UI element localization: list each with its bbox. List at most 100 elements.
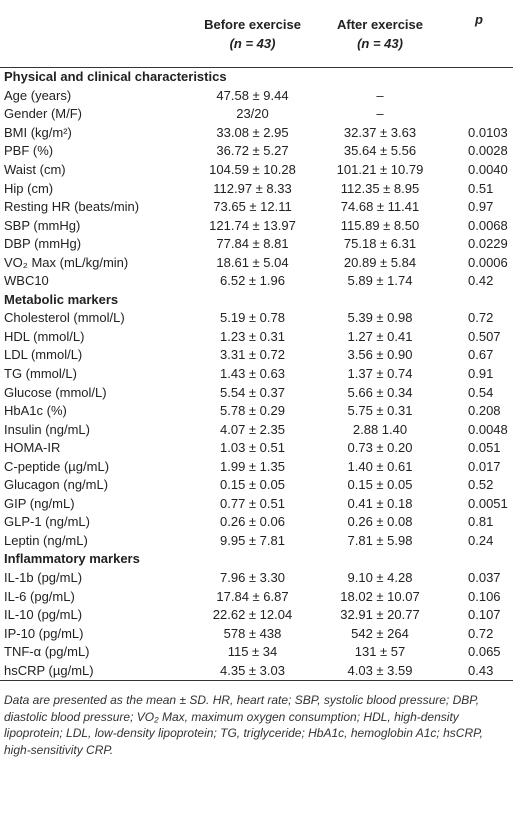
- table-body: Physical and clinical characteristics Age…: [0, 68, 513, 682]
- after-value: 1.27 ± 0.41: [347, 328, 413, 344]
- before-value: 5.19 ± 0.78: [220, 310, 285, 326]
- empty-cell: [445, 105, 513, 124]
- after-value: 112.35 ± 8.95: [340, 180, 420, 196]
- after-value: 32.91 ± 20.77: [340, 607, 420, 623]
- after-value: 7.81 ± 5.98: [347, 532, 413, 548]
- row-label: GIP (ng/mL): [4, 495, 75, 511]
- row-label: C-peptide (µg/mL): [4, 458, 110, 474]
- section-title: Metabolic markers: [4, 291, 119, 307]
- data-row: Resting HR (beats/min) 73.65 ± 12.11 74.68…: [0, 198, 513, 217]
- header-before: Before exercise (n = 43): [190, 0, 315, 68]
- before-value: 104.59 ± 10.28: [209, 162, 296, 177]
- header-text: After exercise: [337, 16, 423, 32]
- p-value: 0.67: [468, 347, 494, 363]
- before-value: 1.99 ± 1.35: [220, 458, 285, 474]
- p-value: 0.0068: [468, 217, 508, 233]
- p-value: 0.72: [468, 625, 494, 641]
- row-label: HOMA-IR: [4, 440, 61, 456]
- after-value: 2.88 1.40: [352, 421, 408, 437]
- before-value: 73.65 ± 12.11: [213, 199, 292, 215]
- header-p: p: [445, 0, 513, 68]
- header-text: (n = 43): [357, 35, 403, 51]
- data-row: Insulin (ng/mL) 4.07 ± 2.35 2.88 1.40 0.004…: [0, 420, 513, 439]
- row-label: BMI (kg/m²): [4, 124, 72, 140]
- before-value: 0.26 ± 0.06: [220, 514, 285, 530]
- p-value: 0.0040: [468, 162, 508, 177]
- after-value: 0.15 ± 0.05: [347, 477, 413, 493]
- data-row: IL-10 (pg/mL) 22.62 ± 12.04 32.91 ± 20.77 0…: [0, 606, 513, 625]
- before-value: 47.58 ± 9.44: [216, 87, 289, 103]
- row-label: Resting HR (beats/min): [4, 199, 140, 215]
- p-value: 0.208: [468, 403, 501, 419]
- after-value: 18.02 ± 10.07: [340, 588, 420, 604]
- data-table: Before exercise (n = 43) After exercise (n…: [0, 0, 513, 682]
- after-value: 5.66 ± 0.34: [347, 384, 413, 400]
- p-value: 0.051: [468, 440, 501, 456]
- data-row: IP-10 (pg/mL) 578 ± 438 542 ± 264 0.72: [0, 624, 513, 643]
- row-label: hsCRP (µg/mL): [0, 661, 190, 682]
- p-value: 0.54: [468, 384, 494, 400]
- section-title: Inflammatory markers: [4, 551, 140, 567]
- p-value: 0.0006: [468, 254, 508, 270]
- data-row: Glucagon (ng/mL) 0.15 ± 0.05 0.15 ± 0.05 0.…: [0, 476, 513, 495]
- before-value: 6.52 ± 1.96: [220, 273, 285, 289]
- header-after: After exercise (n = 43): [315, 0, 445, 68]
- section-row: Metabolic markers: [0, 291, 513, 310]
- before-value: 22.62 ± 12.04: [212, 607, 293, 623]
- after-value: 5.89 ± 1.74: [347, 273, 413, 289]
- before-value: 23/20: [236, 106, 269, 122]
- header-text: (n = 43): [229, 35, 276, 51]
- before-value: 112.97 ± 8.33: [213, 180, 292, 196]
- data-row: IL-1b (pg/mL) 7.96 ± 3.30 9.10 ± 4.28 0.037: [0, 569, 513, 588]
- p-value: 0.106: [468, 588, 501, 604]
- after-value: 1.40 ± 0.61: [347, 458, 413, 474]
- row-label: HbA1c (%): [4, 403, 67, 419]
- row-label: Glucose (mmol/L): [4, 384, 107, 400]
- before-value: 36.72 ± 5.27: [216, 143, 289, 159]
- data-row: hsCRP (µg/mL) 4.35 ± 3.03 4.03 ± 3.59 0.43: [0, 661, 513, 682]
- after-value: –: [376, 87, 384, 103]
- header-blank: [0, 0, 190, 68]
- data-row: Glucose (mmol/L) 5.54 ± 0.37 5.66 ± 0.34 0.…: [0, 383, 513, 402]
- data-row: Cholesterol (mmol/L) 5.19 ± 0.78 5.39 ± 0.…: [0, 309, 513, 328]
- p-value: 0.91: [468, 366, 494, 382]
- p-value: 0.42: [468, 273, 494, 289]
- header-text: Before exercise: [204, 16, 301, 32]
- data-row: HOMA-IR 1.03 ± 0.51 0.73 ± 0.20 0.051: [0, 439, 513, 458]
- after-value: 0.26 ± 0.08: [347, 514, 413, 530]
- before-value: 17.84 ± 6.87: [216, 588, 289, 604]
- row-label: IP-10 (pg/mL): [4, 625, 84, 641]
- row-label: WBC10: [4, 273, 49, 289]
- row-label: Cholesterol (mmol/L): [4, 310, 125, 326]
- section-title: Physical and clinical characteristics: [4, 69, 227, 85]
- after-value: 4.03 ± 3.59: [315, 661, 445, 682]
- after-value: 5.39 ± 0.98: [347, 310, 413, 326]
- after-value: 5.75 ± 0.31: [347, 403, 413, 419]
- section-row: Physical and clinical characteristics: [0, 68, 513, 87]
- data-row: LDL (mmol/L) 3.31 ± 0.72 3.56 ± 0.90 0.67: [0, 346, 513, 365]
- row-label: TG (mmol/L): [4, 366, 77, 382]
- after-value: 131 ± 57: [354, 644, 406, 660]
- data-row: GIP (ng/mL) 0.77 ± 0.51 0.41 ± 0.18 0.0051: [0, 495, 513, 514]
- before-value: 33.08 ± 2.95: [216, 124, 289, 140]
- before-value: 578 ± 438: [223, 625, 282, 641]
- after-value: 0.73 ± 0.20: [347, 440, 413, 456]
- before-value: 3.31 ± 0.72: [220, 347, 285, 363]
- row-label: SBP (mmHg): [4, 217, 81, 233]
- before-value: 0.15 ± 0.05: [220, 477, 285, 493]
- data-row: Leptin (ng/mL) 9.95 ± 7.81 7.81 ± 5.98 0.24: [0, 532, 513, 551]
- row-label: Glucagon (ng/mL): [4, 477, 109, 493]
- footnote: Data are presented as the mean ± SD. HR,…: [4, 693, 483, 757]
- row-label: Gender (M/F): [4, 106, 83, 122]
- after-value: 115.89 ± 8.50: [340, 217, 420, 233]
- row-label: HDL (mmol/L): [4, 328, 85, 344]
- p-value: 0.507: [468, 328, 501, 344]
- data-row: Hip (cm) 112.97 ± 8.33 112.35 ± 8.95 0.51: [0, 179, 513, 198]
- after-value: 0.41 ± 0.18: [347, 495, 413, 511]
- p-value: 0.0103: [468, 124, 508, 140]
- p-value: 0.0229: [468, 236, 508, 252]
- data-row: HbA1c (%) 5.78 ± 0.29 5.75 ± 0.31 0.208: [0, 402, 513, 421]
- p-value: 0.107: [468, 607, 501, 623]
- before-value: 1.43 ± 0.63: [220, 366, 285, 382]
- p-value: 0.0028: [468, 143, 508, 159]
